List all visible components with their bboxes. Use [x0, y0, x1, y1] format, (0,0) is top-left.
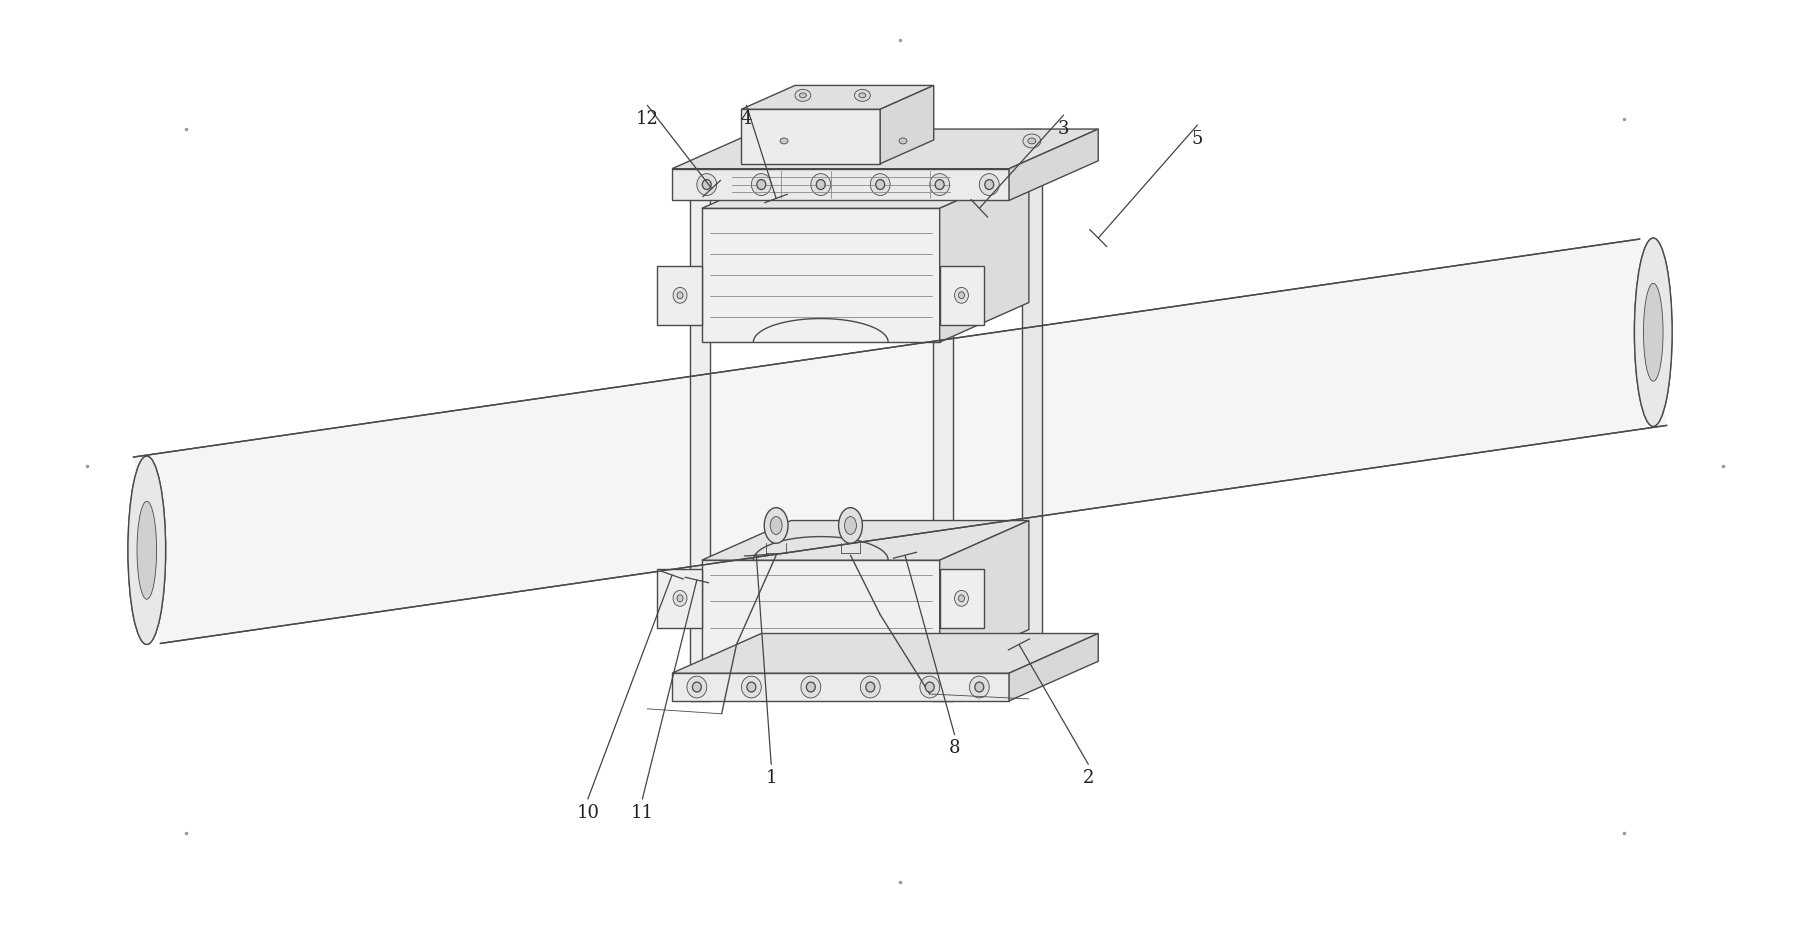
- Ellipse shape: [969, 676, 988, 698]
- Ellipse shape: [958, 292, 963, 299]
- Text: 8: 8: [949, 739, 960, 757]
- Ellipse shape: [866, 682, 875, 692]
- Ellipse shape: [701, 180, 710, 189]
- Ellipse shape: [676, 292, 683, 299]
- Polygon shape: [1008, 634, 1097, 701]
- Ellipse shape: [815, 180, 824, 189]
- Ellipse shape: [925, 682, 934, 692]
- Ellipse shape: [806, 682, 815, 692]
- Ellipse shape: [1634, 238, 1671, 427]
- Ellipse shape: [746, 682, 755, 692]
- Ellipse shape: [775, 134, 793, 148]
- Polygon shape: [1008, 129, 1097, 200]
- Ellipse shape: [687, 676, 707, 698]
- Ellipse shape: [757, 180, 766, 189]
- Polygon shape: [880, 85, 932, 164]
- Ellipse shape: [810, 174, 829, 196]
- Ellipse shape: [858, 93, 866, 98]
- Ellipse shape: [672, 287, 687, 303]
- Ellipse shape: [799, 93, 806, 98]
- Ellipse shape: [692, 682, 701, 692]
- Polygon shape: [1021, 129, 1041, 661]
- Ellipse shape: [954, 591, 969, 607]
- Ellipse shape: [920, 676, 940, 698]
- Ellipse shape: [1023, 134, 1041, 148]
- Ellipse shape: [128, 456, 166, 644]
- Ellipse shape: [875, 180, 884, 189]
- Text: 12: 12: [636, 110, 658, 128]
- Ellipse shape: [676, 595, 683, 602]
- Ellipse shape: [1634, 238, 1671, 427]
- Ellipse shape: [979, 174, 999, 196]
- Polygon shape: [940, 520, 1028, 669]
- Text: 4: 4: [741, 110, 752, 128]
- Polygon shape: [701, 520, 1028, 560]
- Text: 1: 1: [764, 769, 777, 787]
- Ellipse shape: [954, 287, 969, 303]
- Polygon shape: [940, 568, 983, 628]
- Polygon shape: [701, 560, 940, 669]
- Polygon shape: [940, 266, 983, 325]
- Ellipse shape: [860, 676, 880, 698]
- Ellipse shape: [869, 174, 889, 196]
- Ellipse shape: [801, 676, 820, 698]
- Ellipse shape: [855, 90, 869, 101]
- Text: 3: 3: [1057, 120, 1068, 138]
- Ellipse shape: [929, 174, 949, 196]
- Ellipse shape: [958, 595, 963, 602]
- Ellipse shape: [795, 90, 810, 101]
- Polygon shape: [672, 634, 1097, 673]
- Polygon shape: [701, 168, 1028, 209]
- Ellipse shape: [1643, 284, 1662, 381]
- Polygon shape: [134, 239, 1666, 643]
- Polygon shape: [134, 239, 1666, 643]
- Ellipse shape: [974, 682, 983, 692]
- Polygon shape: [940, 168, 1028, 343]
- Ellipse shape: [844, 517, 857, 534]
- Polygon shape: [932, 168, 952, 701]
- Ellipse shape: [741, 676, 761, 698]
- Polygon shape: [741, 85, 932, 110]
- Ellipse shape: [779, 138, 788, 144]
- Polygon shape: [658, 568, 701, 628]
- Ellipse shape: [898, 138, 907, 144]
- Ellipse shape: [764, 507, 788, 543]
- Text: 2: 2: [1082, 769, 1093, 787]
- Text: 11: 11: [631, 804, 654, 822]
- Text: 10: 10: [576, 804, 598, 822]
- Ellipse shape: [128, 456, 166, 644]
- Ellipse shape: [838, 507, 862, 543]
- Ellipse shape: [752, 174, 772, 196]
- Ellipse shape: [672, 591, 687, 607]
- Ellipse shape: [696, 174, 716, 196]
- Ellipse shape: [770, 517, 782, 534]
- Ellipse shape: [137, 502, 157, 599]
- Ellipse shape: [894, 134, 911, 148]
- Polygon shape: [741, 110, 880, 164]
- Polygon shape: [672, 673, 1008, 701]
- Text: 5: 5: [1191, 130, 1202, 148]
- Polygon shape: [658, 266, 701, 325]
- Ellipse shape: [1643, 284, 1662, 381]
- Polygon shape: [701, 209, 940, 343]
- Ellipse shape: [985, 180, 994, 189]
- Ellipse shape: [934, 180, 943, 189]
- Ellipse shape: [1028, 138, 1035, 144]
- Polygon shape: [672, 168, 1008, 200]
- Polygon shape: [690, 168, 710, 701]
- Polygon shape: [672, 129, 1097, 168]
- Ellipse shape: [137, 502, 157, 599]
